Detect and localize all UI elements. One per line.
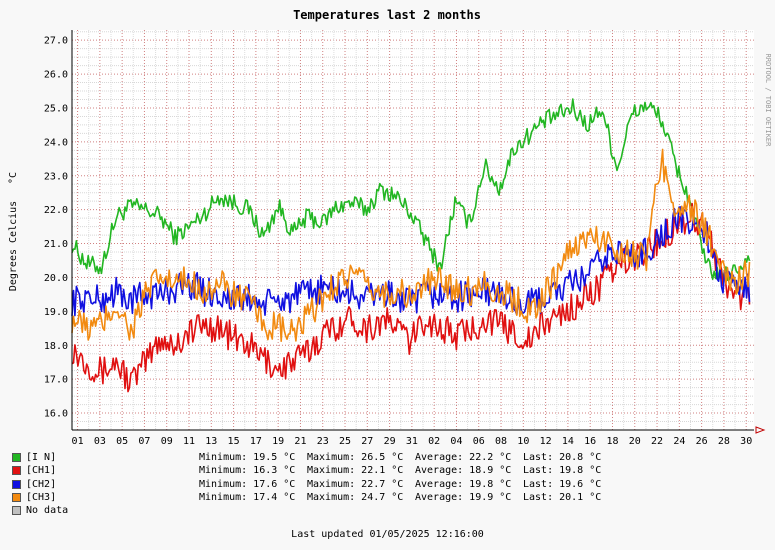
y-tick-label: 16.0 bbox=[44, 409, 68, 420]
x-axis-arrow-icon bbox=[755, 426, 766, 434]
x-tick-label: 23 bbox=[317, 436, 329, 447]
x-tick-label: 07 bbox=[138, 436, 150, 447]
stat-last: Last: 19.6 °C bbox=[523, 478, 602, 490]
y-tick-label: 20.0 bbox=[44, 273, 68, 284]
legend: [I N] [CH1] [CH2] [CH3] No data bbox=[12, 451, 68, 517]
legend-label: No data bbox=[26, 505, 69, 517]
x-tick-label: 11 bbox=[183, 436, 195, 447]
y-tick-label: 19.0 bbox=[44, 307, 68, 318]
stat-max: Maximum: 24.7 °C bbox=[307, 491, 404, 503]
x-tick-label: 28 bbox=[718, 436, 730, 447]
x-tick-label: 06 bbox=[473, 436, 485, 447]
legend-swatch bbox=[12, 493, 21, 503]
stat-avg: Average: 19.8 °C bbox=[415, 478, 512, 490]
stat-min: Minimum: 19.5 °C bbox=[199, 452, 296, 463]
stats-row-in: Minimum: 19.5 °C Maximum: 26.5 °C Average:… bbox=[199, 451, 601, 464]
temperature-chart: 16.0 17.0 18.0 19.0 20.0 21.0 22.0 23.0 24.0 25.0… bbox=[8, 8, 772, 447]
chart-title: Temperatures last 2 months bbox=[293, 8, 481, 22]
legend-swatch bbox=[12, 453, 21, 463]
stat-max: Maximum: 22.1 °C bbox=[307, 465, 404, 477]
stat-min: Minimum: 17.6 °C bbox=[199, 478, 296, 490]
stat-max: Maximum: 22.7 °C bbox=[307, 478, 404, 490]
legend-swatch bbox=[12, 466, 21, 476]
y-axis-unit: °C bbox=[8, 172, 19, 184]
x-tick-label: 01 bbox=[72, 436, 84, 447]
y-tick-label: 26.0 bbox=[44, 70, 68, 81]
y-tick-label: 17.0 bbox=[44, 375, 68, 386]
legend-swatch bbox=[12, 506, 21, 516]
series-line-1 bbox=[71, 98, 751, 282]
x-tick-label: 26 bbox=[696, 436, 708, 447]
x-tick-label: 21 bbox=[294, 436, 306, 447]
stats-row-ch3: Minimum: 17.4 °C Maximum: 24.7 °C Average:… bbox=[199, 491, 601, 504]
stat-avg: Average: 19.9 °C bbox=[415, 491, 512, 503]
legend-label: [I N] bbox=[26, 452, 57, 463]
x-tick-label: 13 bbox=[205, 436, 217, 447]
y-tick-label: 21.0 bbox=[44, 239, 68, 250]
legend-label: [CH1] bbox=[26, 465, 57, 477]
x-tick-label: 05 bbox=[116, 436, 128, 447]
legend-label: [CH3] bbox=[26, 491, 57, 503]
y-tick-label: 27.0 bbox=[44, 36, 68, 47]
y-tick-label: 23.0 bbox=[44, 171, 68, 182]
x-tick-label: 29 bbox=[384, 436, 396, 447]
x-tick-label: 18 bbox=[606, 436, 618, 447]
y-tick-label: 22.0 bbox=[44, 205, 68, 216]
x-tick-label: 30 bbox=[740, 436, 752, 447]
x-tick-label: 10 bbox=[517, 436, 529, 447]
y-tick-label: 25.0 bbox=[44, 103, 68, 114]
stats-row-ch2: Minimum: 17.6 °C Maximum: 22.7 °C Average:… bbox=[199, 478, 601, 491]
x-tick-label: 12 bbox=[540, 436, 552, 447]
series-line-4 bbox=[71, 148, 751, 343]
x-tick-label: 16 bbox=[584, 436, 596, 447]
plot-background bbox=[72, 30, 754, 430]
stat-last: Last: 20.8 °C bbox=[523, 452, 602, 463]
x-tick-label: 25 bbox=[339, 436, 351, 447]
stat-max: Maximum: 26.5 °C bbox=[307, 452, 404, 463]
legend-label: [CH2] bbox=[26, 478, 57, 490]
axes: 16.0 17.0 18.0 19.0 20.0 21.0 22.0 23.0 24.0 25.0… bbox=[44, 30, 754, 447]
legend-item-in: [I N] bbox=[12, 451, 68, 464]
legend-swatch bbox=[12, 479, 21, 489]
x-tick-label: 31 bbox=[406, 436, 418, 447]
y-axis-label: Degrees Celcius bbox=[8, 201, 19, 291]
y-tick-label: 18.0 bbox=[44, 341, 68, 352]
x-tick-label: 04 bbox=[450, 436, 462, 447]
stat-last: Last: 20.1 °C bbox=[523, 491, 602, 503]
stats-table: Minimum: 19.5 °C Maximum: 26.5 °C Average:… bbox=[199, 451, 601, 504]
legend-item-ch3: [CH3] bbox=[12, 491, 68, 504]
x-tick-label: 19 bbox=[272, 436, 284, 447]
x-tick-label: 09 bbox=[161, 436, 173, 447]
x-tick-label: 24 bbox=[673, 436, 685, 447]
x-tick-label: 03 bbox=[94, 436, 106, 447]
x-tick-label: 27 bbox=[361, 436, 373, 447]
x-tick-label: 20 bbox=[629, 436, 641, 447]
series-lines bbox=[71, 98, 751, 393]
stat-avg: Average: 18.9 °C bbox=[415, 465, 512, 477]
stat-min: Minimum: 17.4 °C bbox=[199, 491, 296, 503]
watermark: RRDTOOL / TOBI OETIKER bbox=[764, 54, 772, 148]
legend-item-ch2: [CH2] bbox=[12, 478, 68, 491]
stat-avg: Average: 22.2 °C bbox=[415, 452, 512, 463]
stat-min: Minimum: 16.3 °C bbox=[199, 465, 296, 477]
legend-item-no-data: No data bbox=[12, 504, 68, 517]
x-tick-label: 17 bbox=[250, 436, 262, 447]
x-tick-label: 02 bbox=[428, 436, 440, 447]
stat-last: Last: 19.8 °C bbox=[523, 465, 602, 477]
last-updated: Last updated 01/05/2025 12:16:00 bbox=[291, 529, 484, 540]
legend-item-ch1: [CH1] bbox=[12, 464, 68, 477]
x-tick-label: 15 bbox=[228, 436, 240, 447]
x-tick-label: 08 bbox=[495, 436, 507, 447]
stats-row-ch1: Minimum: 16.3 °C Maximum: 22.1 °C Average:… bbox=[199, 464, 601, 477]
x-tick-label: 14 bbox=[562, 436, 574, 447]
x-tick-label: 22 bbox=[651, 436, 663, 447]
y-tick-label: 24.0 bbox=[44, 137, 68, 148]
